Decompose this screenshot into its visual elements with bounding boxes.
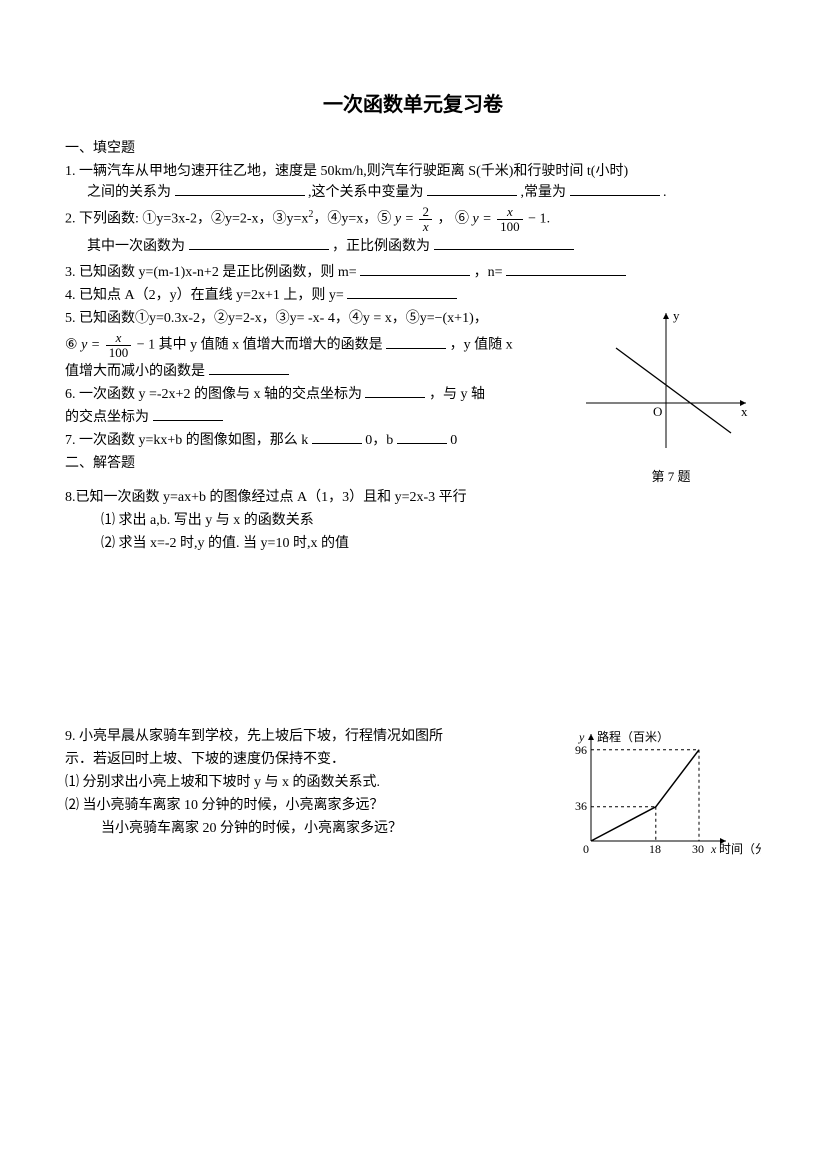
- q5: 5. 已知函数①y=0.3x-2，②y=2-x，③y= -x- 4，④y = x…: [65, 308, 581, 329]
- q1-text-a: 之间的关系为: [87, 185, 171, 200]
- q9-sub2: ⑵ 当小亮骑车离家 10 分钟的时候，小亮离家多远？: [65, 795, 561, 816]
- blank: [312, 430, 362, 444]
- q5-line1: 5. 已知函数①y=0.3x-2，②y=2-x，③y= -x- 4，④y = x…: [65, 311, 488, 326]
- y-var-label: y: [578, 730, 585, 744]
- q3-text-a: 3. 已知函数 y=(m-1)x-n+2 是正比例函数，则 m=: [65, 265, 357, 280]
- q1: 1. 一辆汽车从甲地匀速开往乙地，速度是 50km/h,则汽车行驶距离 S(千米…: [65, 161, 761, 203]
- origin-0: 0: [583, 842, 589, 856]
- q7-text-a: 7. 一次函数 y=kx+b 的图像如图，那么 k: [65, 433, 308, 448]
- blank: [365, 384, 425, 398]
- frac-num: 2: [419, 205, 432, 220]
- q9-sub1: ⑴ 分别求出小亮上坡和下坡时 y 与 x 的函数关系式.: [65, 772, 561, 793]
- q2-text-d: .: [547, 212, 551, 227]
- frac-num: x: [106, 331, 132, 346]
- blank: [386, 335, 446, 349]
- q6-text-c: 的交点坐标为: [65, 410, 149, 425]
- q6-text-a: 6. 一次函数 y =-2x+2 的图像与 x 轴的交点坐标为: [65, 387, 362, 402]
- section-2-heading: 二、解答题: [65, 453, 581, 474]
- q8-sub2: ⑵ 求当 x=-2 时,y 的值. 当 y=10 时,x 的值: [65, 533, 761, 554]
- q2-eq5-lhs: y =: [395, 212, 418, 227]
- q5-text-e: 值增大而减小的函数是: [65, 364, 205, 379]
- page-title: 一次函数单元复习卷: [65, 90, 761, 120]
- blank: [360, 262, 470, 276]
- q7: 7. 一次函数 y=kx+b 的图像如图，那么 k 0，b 0: [65, 430, 581, 451]
- figure-q9: 36 96 18 30 0 x y 路程（百米） 时间（分钟）: [561, 726, 761, 866]
- blank: [434, 236, 574, 250]
- xtick-30: 30: [692, 842, 704, 856]
- blank: [570, 182, 660, 196]
- q2-text-e: 其中一次函数为: [87, 239, 185, 254]
- q2: 2. 下列函数: ①y=3x-2，②y=2-x，③y=x 2 ，④y=x，⑤ y =…: [65, 205, 761, 260]
- frac-den: 100: [497, 220, 523, 234]
- q7-text-c: 0: [450, 433, 457, 448]
- fraction-x-over-100-b: x100: [106, 331, 132, 359]
- xtick-18: 18: [649, 842, 661, 856]
- x-axis-title: 时间（分钟）: [719, 841, 761, 856]
- q1-line1: 1. 一辆汽车从甲地匀速开往乙地，速度是 50km/h,则汽车行驶距离 S(千米…: [65, 164, 628, 179]
- q3-text-b: ，n=: [474, 265, 503, 280]
- figure-q7: x y O: [581, 308, 751, 458]
- blank: [209, 361, 289, 375]
- blank: [427, 182, 517, 196]
- blank: [347, 285, 457, 299]
- ytick-36: 36: [575, 799, 587, 813]
- blank: [397, 430, 447, 444]
- q2-text-f: ，正比例函数为: [332, 239, 430, 254]
- q3: 3. 已知函数 y=(m-1)x-n+2 是正比例函数，则 m= ，n=: [65, 262, 761, 283]
- y-axis-title: 路程（百米）: [597, 729, 669, 744]
- blank: [153, 407, 223, 421]
- ytick-96: 96: [575, 743, 587, 757]
- blank: [506, 262, 626, 276]
- x-var-label: x: [710, 842, 717, 856]
- q9: 9. 小亮早晨从家骑车到学校，先上坡后下坡，行程情况如图所: [65, 726, 561, 747]
- q6-text-b: ，与 y 轴: [429, 387, 485, 402]
- axis-x-label: x: [741, 404, 748, 419]
- blank: [189, 236, 329, 250]
- q6-cont: 的交点坐标为: [65, 407, 581, 428]
- q7-text-b: 0，b: [365, 433, 393, 448]
- fraction-x-over-100: x100: [497, 205, 523, 233]
- origin-label: O: [653, 404, 662, 419]
- q5-cont2: 值增大而减小的函数是: [65, 361, 581, 382]
- q5-text-d: ，y 值随 x: [450, 338, 513, 353]
- q1-text-d: .: [663, 185, 667, 200]
- frac-den: 100: [106, 346, 132, 360]
- q8: 8.已知一次函数 y=ax+b 的图像经过点 A（1，3）且和 y=2x-3 平…: [65, 487, 761, 508]
- q4: 4. 已知点 A（2，y）在直线 y=2x+1 上，则 y=: [65, 285, 761, 306]
- q1-text-c: ,常量为: [521, 185, 567, 200]
- q5-minus1: − 1: [133, 338, 155, 353]
- q4-text: 4. 已知点 A（2，y）在直线 y=2x+1 上，则 y=: [65, 288, 344, 303]
- q1-text-b: ,这个关系中变量为: [308, 185, 424, 200]
- fraction-2-over-x: 2x: [419, 205, 432, 233]
- blank: [175, 182, 305, 196]
- q9-sub3: 当小亮骑车离家 20 分钟的时候，小亮离家多远？: [65, 818, 561, 839]
- frac-num: x: [497, 205, 523, 220]
- q2-text-c: ， ⑥: [437, 212, 469, 227]
- figure-q7-caption: 第 7 题: [581, 467, 761, 487]
- axis-y-label: y: [673, 308, 680, 323]
- q2-text-b: ，④y=x，⑤: [313, 212, 391, 227]
- q6: 6. 一次函数 y =-2x+2 的图像与 x 轴的交点坐标为 ，与 y 轴: [65, 384, 581, 405]
- q8-sub1: ⑴ 求出 a,b. 写出 y 与 x 的函数关系: [65, 510, 761, 531]
- q2-minus1: − 1: [525, 212, 547, 227]
- q2-text-a: 2. 下列函数: ①y=3x-2，②y=2-x，③y=x: [65, 212, 308, 227]
- section-1-heading: 一、填空题: [65, 138, 761, 159]
- q5-cont: ⑥ y = x100 − 1 其中 y 值随 x 值增大而增大的函数是 ，y 值…: [65, 331, 581, 359]
- q5-circ6: ⑥: [65, 338, 78, 353]
- q2-eq6-lhs: y =: [472, 212, 495, 227]
- frac-den: x: [419, 220, 432, 234]
- q5-eq6-lhs: y =: [81, 338, 104, 353]
- q5-text-c: 其中 y 值随 x 值增大而增大的函数是: [159, 338, 383, 353]
- q9-cont: 示．若返回时上坡、下坡的速度仍保持不变．: [65, 749, 561, 770]
